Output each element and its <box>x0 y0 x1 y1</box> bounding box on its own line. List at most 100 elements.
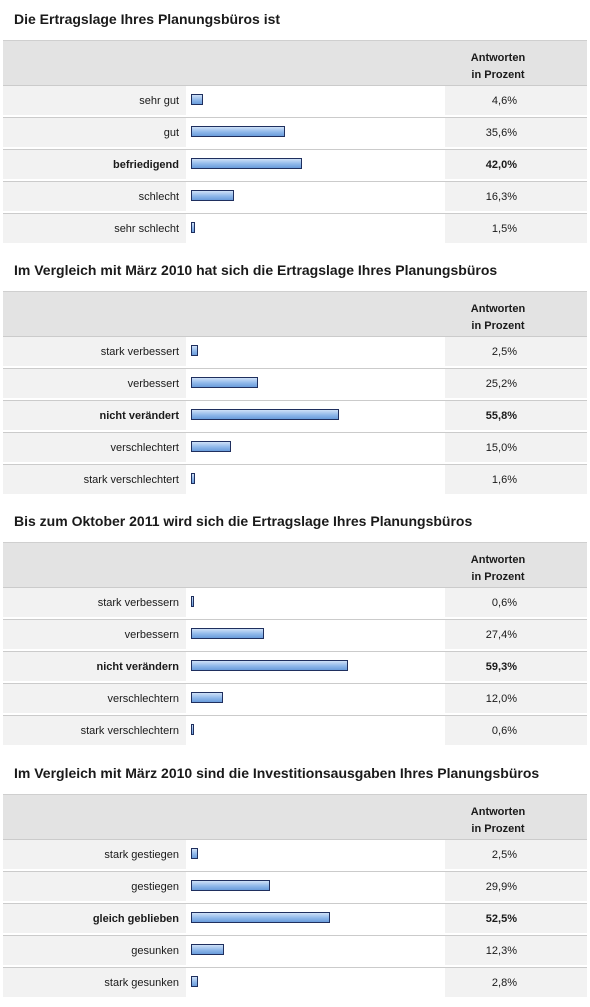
category-label: schlecht <box>138 191 179 203</box>
table-row: gut 35,6% <box>3 117 587 147</box>
table-row: befriedigend 42,0% <box>3 149 587 179</box>
percentage-value: 52,5% <box>485 913 517 925</box>
percentage-bar <box>191 473 195 484</box>
percentage-value: 12,0% <box>485 693 517 705</box>
bar-cell <box>186 465 445 494</box>
bar-cell <box>186 86 445 115</box>
category-label: stark verbessert <box>100 346 179 358</box>
category-label: stark verschlechtern <box>80 725 179 737</box>
bar-cell <box>186 118 445 147</box>
bar-cell <box>186 182 445 211</box>
table-row: schlecht 16,3% <box>3 181 587 211</box>
category-label: stark verschlechtert <box>83 474 179 486</box>
category-label: nicht verändern <box>96 661 179 673</box>
table-row: stark verschlechtert 1,6% <box>3 464 587 494</box>
table-row: stark gestiegen 2,5% <box>3 839 587 869</box>
percentage-value: 25,2% <box>485 378 517 390</box>
percentage-value: 27,4% <box>485 629 517 641</box>
table-header: Antworten in Prozent <box>3 542 587 588</box>
table-header: Antworten in Prozent <box>3 794 587 840</box>
category-label: verbessert <box>127 378 179 390</box>
percentage-value: 16,3% <box>485 191 517 203</box>
percentage-value: 59,3% <box>485 661 517 673</box>
header-line-1: Antworten <box>470 52 526 64</box>
header-caption: Antworten in Prozent <box>448 301 548 335</box>
header-caption: Antworten in Prozent <box>448 552 548 586</box>
table-row: verbessert 25,2% <box>3 368 587 398</box>
percentage-bar <box>191 596 194 607</box>
table-row: sehr gut 4,6% <box>3 85 587 115</box>
section-title: Im Vergleich mit März 2010 hat sich die … <box>14 262 498 278</box>
percentage-value: 0,6% <box>491 597 517 609</box>
bar-cell <box>186 214 445 243</box>
table-row: stark verbessert 2,5% <box>3 336 587 366</box>
percentage-bar <box>191 190 234 201</box>
table-row: gestiegen 29,9% <box>3 871 587 901</box>
percentage-bar <box>191 409 339 420</box>
header-line-2: in Prozent <box>471 823 525 835</box>
table-row: gesunken 12,3% <box>3 935 587 965</box>
header-line-1: Antworten <box>470 806 526 818</box>
bar-cell <box>186 369 445 398</box>
percentage-bar <box>191 222 195 233</box>
bar-cell <box>186 684 445 713</box>
percentage-value: 2,8% <box>491 977 517 989</box>
header-caption: Antworten in Prozent <box>448 804 548 838</box>
percentage-bar <box>191 126 285 137</box>
bar-cell <box>186 588 445 617</box>
category-label: stark verbessern <box>97 597 179 609</box>
bar-cell <box>186 936 445 965</box>
category-label: verschlechtert <box>110 442 179 454</box>
header-line-2: in Prozent <box>471 571 525 583</box>
section-title: Die Ertragslage Ihres Planungsbüros ist <box>14 11 281 27</box>
percentage-value: 12,3% <box>485 945 517 957</box>
category-label: verschlechtern <box>107 693 179 705</box>
table-row: verschlechtern 12,0% <box>3 683 587 713</box>
header-line-2: in Prozent <box>471 320 525 332</box>
section-title: Im Vergleich mit März 2010 sind die Inve… <box>14 765 540 781</box>
percentage-value: 29,9% <box>485 881 517 893</box>
percentage-value: 4,6% <box>491 95 517 107</box>
percentage-value: 0,6% <box>491 725 517 737</box>
category-label: stark gesunken <box>104 977 179 989</box>
percentage-value: 1,5% <box>491 223 517 235</box>
percentage-bar <box>191 628 264 639</box>
table-row: sehr schlecht 1,5% <box>3 213 587 243</box>
category-label: sehr gut <box>139 95 179 107</box>
bar-cell <box>186 968 445 997</box>
percentage-value: 2,5% <box>491 346 517 358</box>
percentage-bar <box>191 880 270 891</box>
table-row: nicht verändert 55,8% <box>3 400 587 430</box>
percentage-value: 35,6% <box>485 127 517 139</box>
percentage-bar <box>191 94 203 105</box>
percentage-bar <box>191 692 223 703</box>
bar-cell <box>186 337 445 366</box>
bar-cell <box>186 652 445 681</box>
percentage-bar <box>191 944 224 955</box>
percentage-bar <box>191 441 231 452</box>
percentage-value: 1,6% <box>491 474 517 486</box>
header-line-2: in Prozent <box>471 69 525 81</box>
header-line-1: Antworten <box>470 554 526 566</box>
percentage-bar <box>191 976 198 987</box>
percentage-value: 15,0% <box>485 442 517 454</box>
category-label: gestiegen <box>131 881 179 893</box>
percentage-bar <box>191 345 198 356</box>
percentage-bar <box>191 912 330 923</box>
bar-cell <box>186 840 445 869</box>
bar-cell <box>186 150 445 179</box>
percentage-value: 55,8% <box>485 410 517 422</box>
category-label: gut <box>163 127 179 139</box>
category-label: verbessern <box>124 629 179 641</box>
table-row: verbessern 27,4% <box>3 619 587 649</box>
header-caption: Antworten in Prozent <box>448 50 548 84</box>
category-label: gesunken <box>131 945 179 957</box>
table-row: stark verbessern 0,6% <box>3 587 587 617</box>
category-label: nicht verändert <box>99 410 179 422</box>
table-row: verschlechtert 15,0% <box>3 432 587 462</box>
percentage-value: 2,5% <box>491 849 517 861</box>
category-label: befriedigend <box>112 159 179 171</box>
table-row: gleich geblieben 52,5% <box>3 903 587 933</box>
section-title: Bis zum Oktober 2011 wird sich die Ertra… <box>14 513 473 529</box>
table-row: nicht verändern 59,3% <box>3 651 587 681</box>
